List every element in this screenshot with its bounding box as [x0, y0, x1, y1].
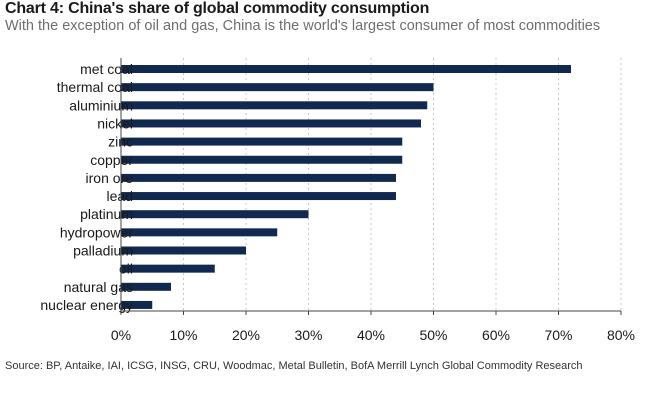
bar-natural-gas [121, 282, 171, 291]
x-tick-label-20: 20% [232, 327, 260, 343]
category-label-palladium: palladium [73, 243, 133, 259]
category-label-oil: oil [119, 261, 133, 277]
category-label-aluminium: aluminium [69, 97, 133, 113]
x-tick-label-60: 60% [482, 327, 510, 343]
x-tick-label-70: 70% [544, 327, 572, 343]
chart-subtitle: With the exception of oil and gas, China… [5, 18, 601, 34]
x-tick-label-80: 80% [607, 327, 635, 343]
bar-copper [121, 155, 403, 164]
category-label-nickel: nickel [97, 115, 133, 131]
category-label-copper: copper [90, 152, 133, 168]
bar-nickel [121, 119, 421, 128]
chart-title: Chart 4: China's share of global commodi… [5, 0, 430, 17]
category-label-platinum: platinum [80, 206, 133, 222]
x-tick-label-10: 10% [169, 327, 197, 343]
category-label-thermal-coal: thermal coal [57, 79, 133, 95]
x-tick-label-40: 40% [357, 327, 385, 343]
x-tick-label-0: 0% [111, 327, 131, 343]
category-label-hydropower: hydropower [60, 224, 133, 240]
x-axis: 0% 10% 20% 30% 40% 50% 60% 70% 80% [111, 58, 635, 343]
bar-platinum [121, 210, 309, 219]
category-label-natural-gas: natural gas [64, 279, 133, 295]
bar-oil [121, 264, 215, 273]
category-label-nuclear-energy: nuclear energy [40, 297, 133, 313]
bar-nuclear-energy [121, 300, 153, 309]
bar-hydropower [121, 228, 278, 237]
bars [121, 65, 571, 309]
category-label-lead: lead [107, 188, 133, 204]
bar-thermal-coal [121, 83, 434, 92]
category-label-iron-ore: iron ore [86, 170, 134, 186]
x-tick-label-30: 30% [294, 327, 322, 343]
bar-aluminium [121, 101, 428, 110]
x-tick-label-50: 50% [419, 327, 447, 343]
bar-lead [121, 192, 396, 201]
bar-met-coal [121, 65, 571, 73]
bar-iron-ore [121, 173, 396, 182]
bar-zinc [121, 137, 403, 146]
category-label-met-coal: met coal [80, 61, 133, 77]
source-note: Source: BP, Antaike, IAI, ICSG, INSG, CR… [5, 360, 583, 372]
gridlines [183, 58, 622, 311]
bar-palladium [121, 246, 246, 255]
